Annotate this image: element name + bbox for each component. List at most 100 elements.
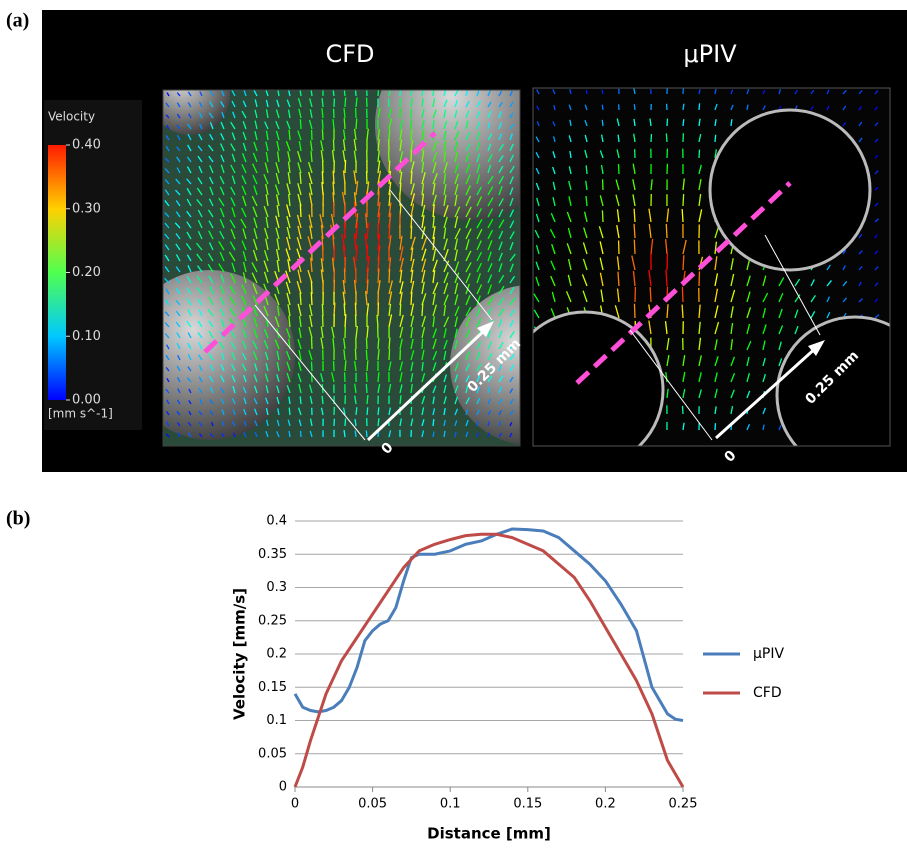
vector-arrow [288, 430, 291, 438]
vector-arrow [242, 131, 247, 141]
vector-arrow [187, 432, 192, 438]
vector-arrow [465, 272, 471, 284]
vector-arrow [197, 177, 203, 185]
vector-arrow [265, 385, 269, 394]
vector-arrow [487, 307, 492, 317]
cfd-guides [254, 189, 493, 441]
vector-arrow [240, 218, 247, 229]
vector-arrow [476, 228, 483, 240]
vector-arrow [421, 430, 425, 438]
vector-arrow [509, 309, 515, 317]
vector-arrow [632, 163, 636, 175]
vector-arrow [353, 170, 357, 185]
vector-arrow [432, 316, 436, 328]
vector-arrow [221, 352, 225, 361]
vector-arrow [365, 349, 368, 361]
vector-arrow [388, 268, 391, 284]
vector-arrow [219, 341, 225, 350]
vector-arrow [286, 120, 291, 130]
vector-arrow [432, 408, 436, 416]
vector-arrow [175, 254, 181, 262]
vector-arrow [509, 90, 513, 97]
vector-arrow [241, 185, 247, 196]
vector-arrow [175, 211, 181, 218]
vector-arrow [377, 337, 380, 350]
vector-arrow [698, 133, 702, 143]
piv-title: μPIV [683, 40, 737, 68]
vector-arrow [187, 366, 192, 372]
vector-arrow [476, 262, 483, 273]
vector-arrow [487, 229, 494, 240]
vector-arrow [874, 250, 879, 255]
vector-arrow [487, 110, 492, 119]
vector-arrow [730, 356, 736, 367]
vector-arrow [286, 385, 291, 394]
cfd-title: CFD [325, 40, 374, 68]
vector-arrow [454, 194, 458, 207]
vector-arrow [332, 90, 335, 97]
vector-arrow [199, 398, 203, 405]
vector-arrow [241, 284, 247, 295]
vector-arrow [177, 388, 181, 394]
vector-arrow [320, 407, 324, 416]
vector-arrow [251, 163, 258, 174]
vector-arrow [265, 141, 269, 152]
vector-arrow [567, 259, 572, 271]
vector-arrow [476, 397, 481, 405]
vector-arrow [209, 101, 214, 108]
vector-arrow [252, 152, 258, 163]
vector-arrow [208, 220, 214, 229]
vector-arrow [509, 410, 514, 416]
vector-arrow [714, 256, 718, 271]
vector-arrow [288, 407, 291, 416]
vector-arrow [498, 219, 505, 229]
vector-arrow [264, 162, 269, 174]
vector-arrow [714, 103, 718, 111]
vector-arrow [730, 273, 735, 287]
vector-arrow [410, 129, 413, 141]
vector-arrow [220, 164, 225, 174]
vector-arrow [552, 197, 556, 207]
vector-arrow [254, 99, 258, 108]
vector-arrow [778, 325, 784, 335]
vector-arrow [714, 305, 719, 319]
vector-arrow [746, 291, 751, 303]
vector-arrow [164, 200, 170, 207]
vector-arrow [388, 160, 391, 174]
vector-arrow [308, 326, 313, 339]
vector-arrow [498, 165, 504, 174]
vector-arrow [365, 337, 368, 350]
vector-arrow [454, 228, 461, 240]
vector-arrow [487, 186, 494, 196]
vector-arrow [615, 194, 620, 207]
vector-arrow [616, 209, 620, 223]
vector-arrow [297, 269, 302, 284]
vector-arrow [343, 349, 346, 361]
vector-arrow [465, 195, 472, 207]
vector-arrow [298, 108, 302, 119]
vector-arrow [454, 374, 459, 383]
vector-arrow [535, 151, 540, 159]
vector-arrow [377, 202, 381, 218]
vector-arrow [568, 196, 572, 207]
vector-arrow [648, 320, 652, 335]
vector-arrow [198, 421, 203, 427]
vector-arrow [197, 265, 203, 273]
vector-arrow [498, 297, 505, 306]
vector-arrow [276, 259, 280, 273]
vector-arrow [443, 151, 447, 163]
vector-arrow [230, 121, 236, 130]
vector-arrow [208, 320, 214, 328]
vector-arrow [274, 293, 280, 306]
vector-arrow [166, 124, 170, 130]
vector-arrow [698, 89, 701, 95]
vector-arrow [253, 385, 258, 394]
vector-arrow [874, 218, 879, 223]
vector-arrow [175, 277, 181, 284]
vector-arrow [320, 326, 324, 339]
vector-arrow [243, 397, 247, 405]
vector-arrow [343, 429, 346, 438]
vector-arrow [253, 328, 258, 339]
vector-arrow [476, 110, 481, 119]
vector-arrow [263, 340, 269, 350]
